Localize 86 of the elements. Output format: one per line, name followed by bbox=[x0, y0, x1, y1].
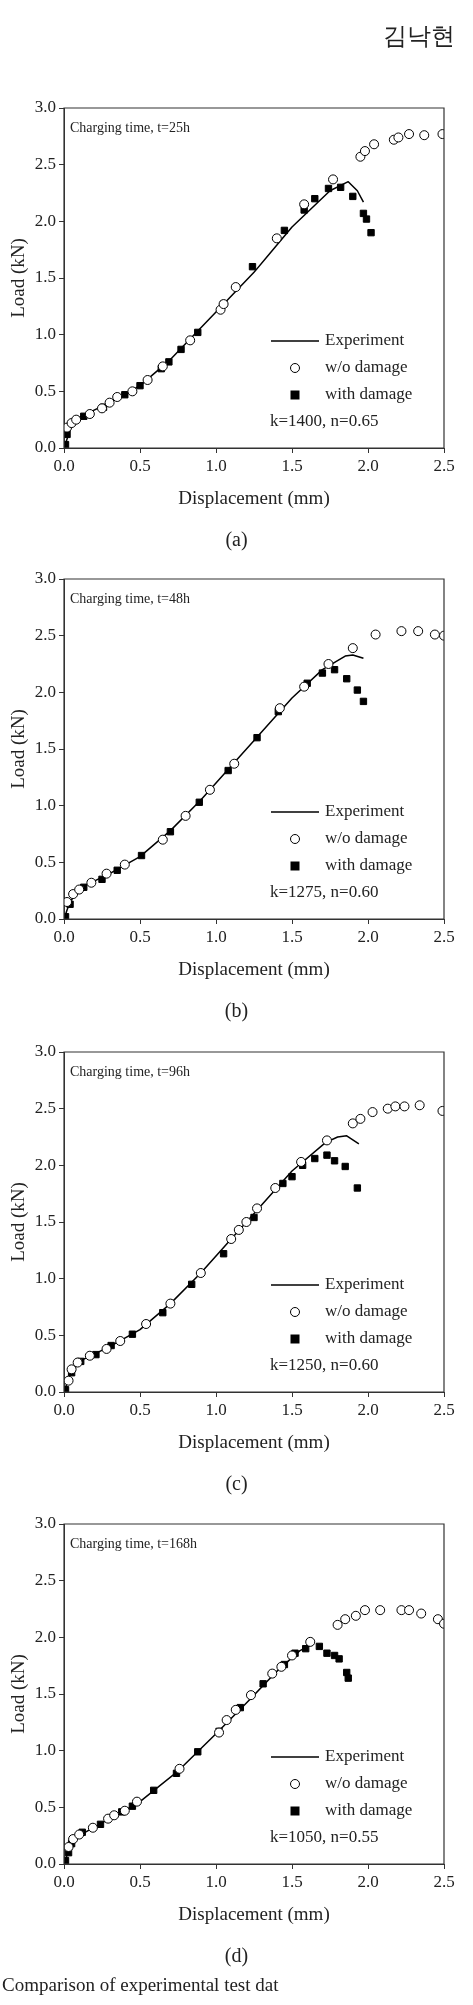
y-tick-label: 1.5 bbox=[34, 267, 56, 287]
text: 김낙현 bbox=[383, 22, 455, 51]
text: (b) bbox=[223, 999, 250, 1022]
annotation: k=1250, n=0.60 bbox=[270, 1355, 379, 1375]
legend-label: w/o damage bbox=[325, 1773, 408, 1793]
y-tick-label: 0.0 bbox=[34, 908, 56, 928]
x-tick-label: 0.5 bbox=[129, 926, 151, 946]
legend-label: with damage bbox=[325, 384, 413, 404]
x-tick-label: 1.0 bbox=[205, 926, 227, 946]
x-tick-label: 1.5 bbox=[281, 455, 303, 475]
y-tick-label: 1.5 bbox=[34, 1211, 56, 1231]
y-axis-title: Load (kN) bbox=[7, 1654, 30, 1734]
annotation: k=1275, n=0.60 bbox=[270, 882, 379, 902]
text: (d) bbox=[223, 1944, 250, 1967]
x-axis-title: Displacement (mm) bbox=[178, 957, 330, 980]
text: (a) bbox=[224, 528, 249, 551]
y-tick-label: 1.0 bbox=[34, 324, 56, 344]
x-tick-label: 0.5 bbox=[129, 1399, 151, 1419]
y-tick-label: 2.0 bbox=[34, 681, 56, 701]
x-tick-label: 1.5 bbox=[281, 1399, 303, 1419]
annotation: Charging time, t=168h bbox=[70, 1535, 198, 1551]
y-tick-label: 2.5 bbox=[34, 154, 56, 174]
x-tick-label: 1.0 bbox=[205, 1399, 227, 1419]
legend-label: w/o damage bbox=[325, 828, 408, 848]
y-tick-label: 2.0 bbox=[34, 1626, 56, 1646]
y-tick-label: 2.5 bbox=[34, 1098, 56, 1118]
annotation: Charging time, t=48h bbox=[70, 590, 191, 606]
y-tick-label: 1.0 bbox=[34, 795, 56, 815]
x-tick-label: 0.5 bbox=[129, 1871, 151, 1891]
x-tick-label: 0.0 bbox=[53, 1399, 75, 1419]
x-tick-label: 2.0 bbox=[357, 455, 379, 475]
text: (c) bbox=[224, 1472, 249, 1495]
y-tick-label: 0.0 bbox=[34, 1853, 56, 1873]
y-tick-label: 3.0 bbox=[34, 568, 56, 588]
legend-label: Experiment bbox=[325, 1746, 405, 1766]
y-tick-label: 3.0 bbox=[34, 1041, 56, 1061]
x-tick-label: 1.5 bbox=[281, 1871, 303, 1891]
y-tick-label: 0.0 bbox=[34, 437, 56, 457]
y-tick-label: 0.5 bbox=[34, 1324, 56, 1344]
annotation: Charging time, t=96h bbox=[70, 1063, 191, 1079]
y-tick-label: 1.0 bbox=[34, 1268, 56, 1288]
y-tick-label: 1.5 bbox=[34, 738, 56, 758]
y-tick-label: 3.0 bbox=[34, 1513, 56, 1533]
x-tick-label: 2.5 bbox=[433, 1871, 455, 1891]
y-tick-label: 2.5 bbox=[34, 625, 56, 645]
x-axis-title: Displacement (mm) bbox=[178, 486, 330, 509]
x-tick-label: 2.0 bbox=[357, 926, 379, 946]
x-tick-label: 1.0 bbox=[205, 455, 227, 475]
y-tick-label: 3.0 bbox=[34, 97, 56, 117]
y-axis-title: Load (kN) bbox=[7, 709, 30, 789]
legend-label: w/o damage bbox=[325, 357, 408, 377]
annotation: Charging time, t=25h bbox=[70, 119, 191, 135]
y-tick-label: 2.0 bbox=[34, 1154, 56, 1174]
annotation: k=1400, n=0.65 bbox=[270, 411, 379, 431]
y-tick-label: 0.5 bbox=[34, 380, 56, 400]
legend-label: with damage bbox=[325, 1328, 413, 1348]
annotation: k=1050, n=0.55 bbox=[270, 1827, 379, 1847]
y-tick-label: 0.5 bbox=[34, 1796, 56, 1816]
legend-label: Experiment bbox=[325, 1274, 405, 1294]
x-tick-label: 0.5 bbox=[129, 455, 151, 475]
x-tick-label: 2.5 bbox=[433, 926, 455, 946]
legend-label: w/o damage bbox=[325, 1301, 408, 1321]
legend-label: Experiment bbox=[325, 801, 405, 821]
y-tick-label: 2.0 bbox=[34, 210, 56, 230]
x-tick-label: 2.5 bbox=[433, 1399, 455, 1419]
x-tick-label: 0.0 bbox=[53, 926, 75, 946]
text: Comparison of experimental test dat bbox=[2, 1974, 279, 1996]
x-axis-title: Displacement (mm) bbox=[178, 1902, 330, 1925]
y-axis-title: Load (kN) bbox=[7, 238, 30, 318]
x-tick-label: 2.0 bbox=[357, 1399, 379, 1419]
y-tick-label: 1.5 bbox=[34, 1683, 56, 1703]
y-axis-title: Load (kN) bbox=[7, 1182, 30, 1262]
y-tick-label: 0.0 bbox=[34, 1381, 56, 1401]
legend-label: with damage bbox=[325, 855, 413, 875]
y-tick-label: 1.0 bbox=[34, 1740, 56, 1760]
x-tick-label: 2.5 bbox=[433, 455, 455, 475]
y-tick-label: 0.5 bbox=[34, 851, 56, 871]
x-tick-label: 1.5 bbox=[281, 926, 303, 946]
legend-label: Experiment bbox=[325, 330, 405, 350]
x-tick-label: 1.0 bbox=[205, 1871, 227, 1891]
y-tick-label: 2.5 bbox=[34, 1570, 56, 1590]
x-tick-label: 2.0 bbox=[357, 1871, 379, 1891]
legend-label: with damage bbox=[325, 1800, 413, 1820]
x-tick-label: 0.0 bbox=[53, 1871, 75, 1891]
x-axis-title: Displacement (mm) bbox=[178, 1430, 330, 1453]
x-tick-label: 0.0 bbox=[53, 455, 75, 475]
